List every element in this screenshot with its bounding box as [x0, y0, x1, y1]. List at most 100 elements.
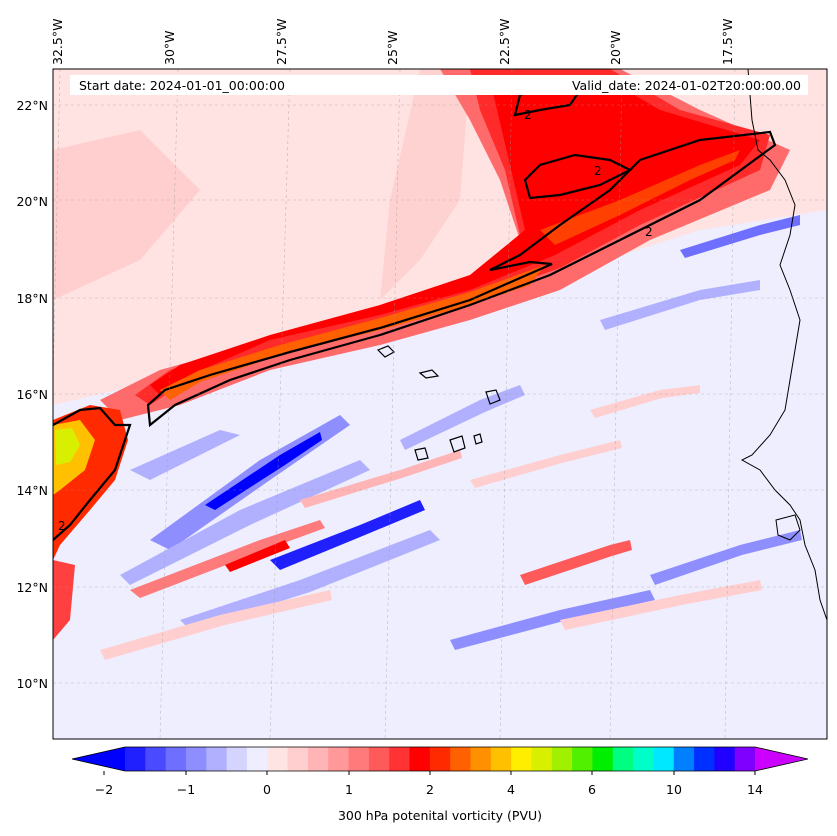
colorbar-tick-label: 1	[345, 782, 353, 797]
pv-positive-streak-4	[100, 590, 332, 660]
colorbar-title: 300 hPa potenital vorticity (PVU)	[337, 808, 543, 823]
gridline-lon-25	[384, 69, 401, 739]
colorbar-segment	[307, 747, 329, 771]
pv-streak-nw	[53, 130, 200, 300]
colorbar-segment	[612, 747, 634, 771]
colorbar-tick-label: −2	[94, 782, 114, 797]
bijagos-islands	[775, 514, 801, 541]
colorbar-segment	[511, 747, 532, 771]
colorbar-tick-label: 6	[588, 782, 596, 797]
gridline-lon-22.5	[499, 69, 513, 739]
colorbar-segment	[673, 747, 695, 771]
date-box	[70, 75, 808, 95]
colorbar-segment	[592, 747, 614, 771]
island-fogo	[414, 447, 429, 461]
colorbar-segment	[185, 747, 207, 771]
lon-label-20w: 20°W	[608, 30, 623, 65]
colorbar-extend-max	[755, 747, 808, 771]
pv-negative-streak-5	[180, 530, 440, 630]
lat-label-14n: 14°N	[16, 483, 48, 498]
gridline-lon-30	[159, 69, 179, 739]
pv-negative-streak-9	[680, 215, 800, 258]
pv-positive-streak-6	[470, 440, 622, 488]
contour-label: 2	[645, 225, 653, 239]
island-sao-nicolau	[418, 369, 440, 379]
pv-west-blob-south	[53, 560, 75, 640]
pv-positive-streak-5	[560, 580, 762, 630]
pv-negative-streak-7	[450, 590, 655, 650]
lon-label-30w: 30°W	[162, 30, 177, 65]
island-boa-vista	[485, 389, 501, 405]
gridline-lon-27.5	[269, 69, 291, 739]
colorbar	[71, 746, 809, 775]
colorbar-segment	[429, 747, 451, 771]
colorbar-segment	[267, 747, 289, 771]
lat-label-12n: 12°N	[16, 580, 48, 595]
contour-label: 2	[594, 164, 602, 178]
colorbar-segment	[206, 747, 228, 771]
lat-label-16n: 16°N	[16, 387, 48, 402]
graticule	[53, 69, 827, 739]
colorbar-segment	[368, 747, 390, 771]
pv-positive-streak-1-core	[225, 540, 290, 572]
pv-negative-streak-2	[130, 430, 240, 480]
lon-label-32.5w: 32.5°W	[50, 18, 65, 65]
island-maio	[473, 433, 483, 445]
pv-field: 2 2 2 2	[53, 69, 827, 739]
pv-contour-2-main	[146, 130, 777, 428]
colorbar-segment	[246, 747, 268, 771]
colorbar-outline	[71, 746, 809, 772]
colorbar-tick-label: 0	[263, 782, 271, 797]
colorbar-segment	[531, 747, 553, 771]
pv-contour-2-closed	[523, 153, 633, 200]
pv-positive-streak-2	[520, 540, 632, 585]
pv-west-blob-core	[55, 428, 80, 465]
lat-label-22n: 22°N	[16, 98, 48, 113]
colorbar-segment	[389, 747, 411, 771]
lat-label-18n: 18°N	[16, 291, 48, 306]
colorbar-segment	[653, 747, 675, 771]
colorbar-segment	[734, 747, 756, 771]
colorbar-tick-label: 2	[426, 782, 434, 797]
colorbar-tick-label: 4	[507, 782, 515, 797]
contour-label: 2	[58, 519, 66, 533]
colorbar-segment	[694, 747, 715, 771]
pv-band-orange	[160, 265, 545, 400]
pv-band-core	[150, 75, 760, 395]
pv-streak-north	[380, 69, 470, 300]
start-date-label: Start date: 2024-01-01_00:00:00	[79, 78, 285, 93]
colorbar-segment	[551, 747, 573, 771]
contour-label: 2	[524, 108, 532, 122]
pv-negative-streak-6	[400, 385, 525, 450]
pv-contour-2-west	[53, 406, 132, 541]
island-santiago	[449, 435, 466, 453]
colorbar-segment	[125, 747, 146, 771]
pv-positive-streak-3	[300, 450, 462, 508]
colorbar-segment	[409, 747, 431, 771]
valid-date-label: Valid_date: 2024-01-02T20:00:00.00	[571, 78, 801, 93]
colorbar-extend-min	[72, 747, 125, 771]
lon-label-25w: 25°W	[385, 30, 400, 65]
pv-negative-streak-3	[120, 460, 370, 585]
lat-label-20n: 20°N	[16, 194, 48, 209]
colorbar-segment	[145, 747, 167, 771]
pv-negative-streak-1-core	[205, 432, 322, 510]
pv-positive-streak-7	[590, 385, 700, 418]
colorbar-tick-label: −1	[176, 782, 196, 797]
colorbar-segment	[226, 747, 248, 771]
map-frame	[52, 68, 828, 740]
colorbar-segment	[450, 747, 471, 771]
colorbar-segment	[572, 747, 593, 771]
lat-label-10n: 10°N	[16, 676, 48, 691]
colorbar-segment	[328, 747, 350, 771]
gridline-lon-20	[609, 69, 623, 739]
africa-coastline	[740, 69, 827, 621]
pv-negative-streak-8	[600, 280, 760, 330]
colorbar-segment	[165, 747, 187, 771]
pv-negative-streak-4	[270, 500, 425, 570]
colorbar-tick-label: 14	[747, 782, 763, 797]
island-santo-antao	[376, 345, 395, 358]
gridline-lon-17.5	[724, 69, 736, 739]
colorbar-segment	[287, 747, 309, 771]
